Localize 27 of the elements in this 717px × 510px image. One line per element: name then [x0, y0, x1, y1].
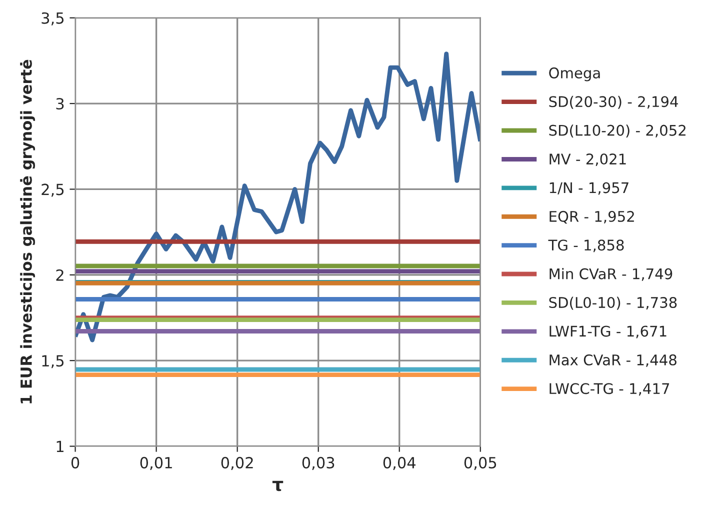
legend-label: SD(L0-10) - 1,738: [549, 296, 677, 310]
x-tick-label: 0,01: [140, 456, 172, 470]
legend-label: TG - 1,858: [548, 240, 624, 252]
legend-label: Omega: [549, 67, 600, 82]
y-tick-label: 1,5: [42, 355, 64, 368]
legend-label: SD(20-30) - 2,194: [549, 96, 678, 109]
x-tick-label: 0: [71, 456, 80, 468]
y-tick-label: 3: [56, 98, 64, 110]
legend-label: EQR - 1,952: [550, 210, 634, 224]
x-tick-label: 0,05: [464, 456, 496, 470]
legend-label: SD(L10-20) - 2,052: [549, 124, 686, 138]
y-tick-label: 2,5: [42, 184, 64, 197]
x-tick-label: 0,02: [221, 456, 253, 470]
x-tick-label: 0,04: [383, 456, 416, 470]
legend-label: LWCC-TG - 1,417: [550, 383, 670, 396]
legend-label: MV - 2,021: [550, 154, 626, 166]
legend-label: LWF1-TG - 1,671: [550, 326, 666, 338]
legend-label: Min CVaR - 1,749: [550, 268, 672, 281]
y-tick-label: 2: [56, 269, 64, 281]
legend-label: 1/N - 1,957: [550, 182, 628, 195]
x-axis-title: τ: [272, 480, 284, 492]
x-tick-label: 0,03: [302, 456, 334, 470]
y-axis-title: 1 EUR investicijos galutinė grynoji vertė: [20, 60, 36, 404]
line-series: [75, 52, 480, 342]
y-tick-label: 1: [56, 440, 64, 452]
y-tick-label: 3,5: [42, 12, 64, 26]
legend-label: Max CVaR - 1,448: [550, 354, 676, 367]
